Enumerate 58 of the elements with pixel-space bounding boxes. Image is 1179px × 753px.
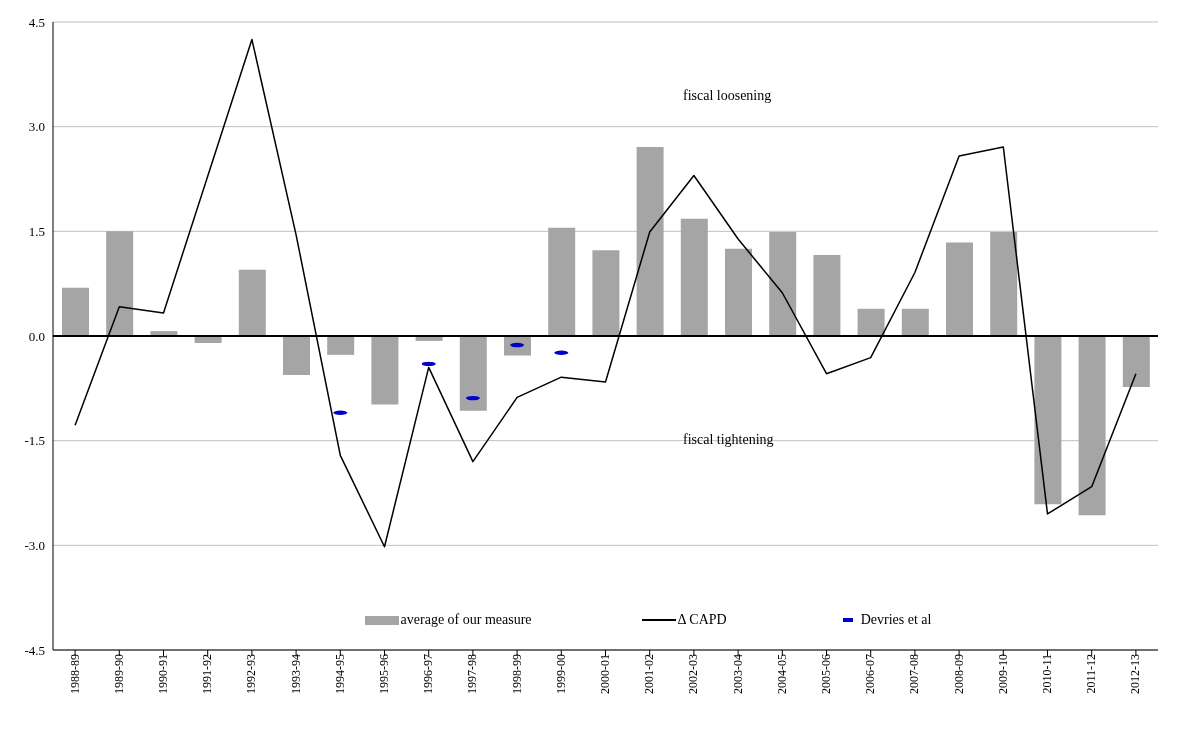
x-tick-label: 2003-04 [730, 654, 745, 694]
bar [901, 308, 929, 336]
y-tick-label: -4.5 [24, 642, 45, 658]
bar [592, 250, 620, 336]
bar [371, 336, 399, 405]
legend-label: Δ CAPD [677, 612, 727, 628]
x-tick-label: 2012-13 [1128, 654, 1143, 694]
bar [1034, 336, 1062, 505]
x-tick-label: 1990-91 [156, 654, 171, 694]
x-tick-label: 1992-93 [244, 654, 259, 694]
bar [548, 227, 576, 336]
x-tick-label: 1999-00 [553, 654, 568, 694]
annotation: fiscal tightening [683, 432, 774, 448]
bar [62, 287, 89, 336]
bar [238, 269, 266, 336]
legend-label: Devries et al [860, 612, 932, 628]
x-tick-label: 2005-06 [819, 654, 834, 694]
y-tick-label: -3.0 [24, 537, 45, 553]
bar [106, 231, 134, 336]
y-tick-label: 0.0 [28, 328, 45, 344]
x-tick-label: 2006-07 [863, 654, 878, 694]
bar [946, 242, 973, 336]
bar [636, 146, 664, 336]
y-tick-label: 1.5 [28, 223, 45, 239]
bar [813, 255, 841, 336]
bar [990, 232, 1018, 336]
x-tick-label: 1996-97 [421, 654, 436, 694]
x-tick-label: 1991-92 [200, 654, 215, 694]
x-tick-label: 2004-05 [774, 654, 789, 694]
x-tick-label: 2000-01 [598, 654, 613, 694]
bar [283, 336, 310, 376]
x-tick-label: 1989-90 [111, 654, 126, 694]
bar [1122, 336, 1150, 387]
x-tick-label: 1994-95 [332, 654, 347, 694]
x-tick-label: 1998-99 [509, 654, 524, 694]
bar [725, 248, 752, 336]
bar [327, 336, 355, 355]
bar [769, 232, 797, 336]
y-tick-label: 4.5 [28, 14, 45, 30]
x-tick-label: 1995-96 [377, 654, 392, 694]
x-tick-label: 2008-09 [951, 654, 966, 694]
x-tick-label: 1993-94 [288, 654, 303, 694]
bar [857, 308, 885, 336]
x-tick-label: 2002-03 [686, 654, 701, 694]
bar [680, 218, 708, 336]
x-tick-label: 1997-98 [465, 654, 480, 694]
y-tick-label: 3.0 [28, 119, 45, 135]
bar [459, 336, 487, 411]
x-tick-label: 2007-08 [907, 654, 922, 694]
x-tick-label: 2011-12 [1084, 654, 1099, 694]
annotation: fiscal loosening [683, 88, 772, 104]
x-tick-label: 1988-89 [67, 654, 82, 694]
x-tick-label: 2001-02 [642, 654, 657, 694]
legend-label: average of our measure [400, 612, 532, 628]
bar [1078, 336, 1106, 516]
x-tick-label: 2010-11 [1040, 654, 1055, 694]
y-tick-label: -1.5 [24, 433, 45, 449]
x-tick-label: 2009-10 [995, 654, 1010, 694]
